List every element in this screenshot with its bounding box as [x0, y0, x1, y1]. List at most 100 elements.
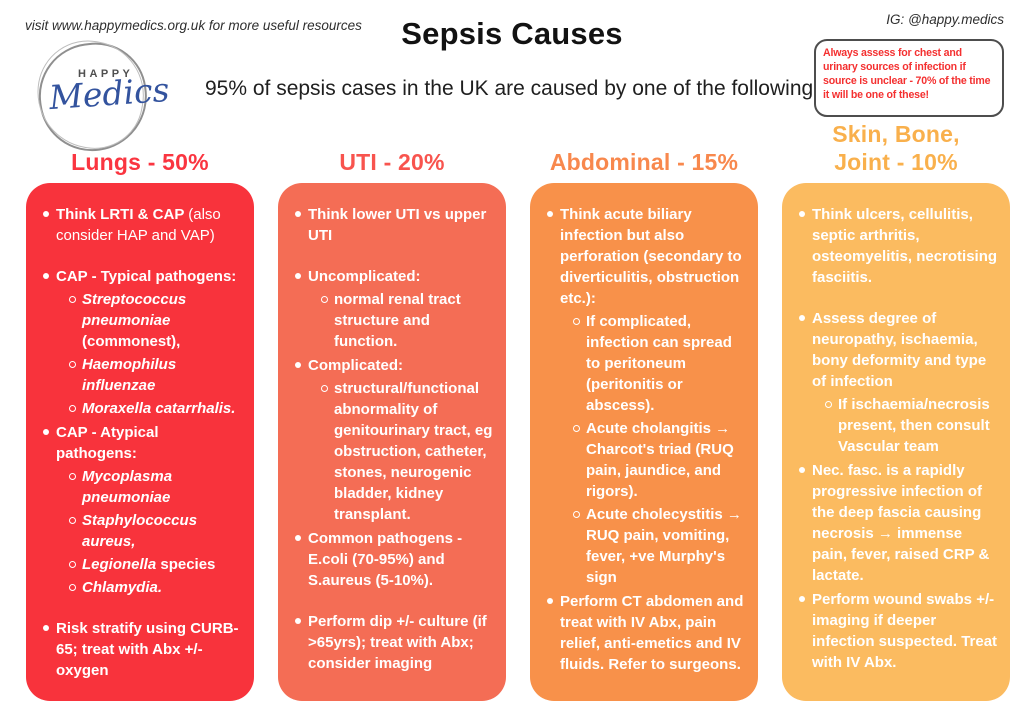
sub-bullet-marker-icon [62, 289, 82, 352]
column-title-line: Abdominal - 15% [549, 148, 739, 175]
bullet-marker-icon [36, 618, 56, 681]
bullet-item: Staphylococcus aureus, [62, 510, 242, 552]
bullet-text: Moraxella catarrhalis. [82, 400, 236, 417]
bullet-marker-icon [36, 204, 56, 246]
sub-bullet-marker-icon [62, 398, 82, 419]
sub-bullet-marker-icon [62, 510, 82, 552]
category-card: Think acute biliary infection but also p… [530, 183, 758, 701]
column-title: Lungs - 50% [26, 110, 254, 176]
sub-bullet-marker-icon [818, 394, 838, 457]
bullet-text: Streptococcus pneumoniae (commonest), [82, 291, 187, 350]
bullet-text: Complicated: [308, 357, 404, 374]
bullet-marker-icon [288, 355, 308, 376]
category-column-2: UTI - 20% Think lower UTI vs upper UTI Unc… [278, 110, 506, 701]
bullet-item: CAP - Typical pathogens: [36, 266, 242, 287]
bullet-item: Mycoplasma pneumoniae [62, 466, 242, 508]
bullet-text: If complicated, infection can spread to … [586, 313, 732, 414]
bullet-item: Complicated: [288, 355, 494, 376]
bullet-text: Think lower UTI vs upper UTI [308, 206, 487, 244]
bullet-text: Perform dip +/- culture (if >65yrs); tre… [308, 613, 487, 672]
bullet-marker-icon [288, 266, 308, 287]
bullet-marker-icon [540, 204, 560, 309]
bullet-item: Think LRTI & CAP (also consider HAP and … [36, 204, 242, 246]
logo-word-happy: HAPPY [78, 68, 134, 80]
bullet-text: Perform CT abdomen and treat with IV Abx… [560, 593, 744, 673]
category-card: Think LRTI & CAP (also consider HAP and … [26, 183, 254, 701]
bullet-text: Think ulcers, cellulitis, septic arthrit… [812, 206, 998, 286]
category-card: Think lower UTI vs upper UTI Uncomplicate… [278, 183, 506, 701]
bullet-text: If ischaemia/necrosis present, then cons… [838, 396, 990, 455]
bullet-item: If complicated, infection can spread to … [566, 311, 746, 416]
bullet-item: Chlamydia. [62, 577, 242, 598]
bullet-item: Uncomplicated: [288, 266, 494, 287]
bullet-item: Haemophilus influenzae [62, 354, 242, 396]
bullet-text: Uncomplicated: [308, 268, 421, 285]
bullet-text: Risk stratify using CURB-65; treat with … [56, 620, 239, 679]
sub-bullet-marker-icon [566, 418, 586, 502]
column-title-line: Joint - 10% [834, 148, 958, 175]
column-title: Skin, Bone, Joint - 10% [782, 110, 1010, 176]
bullet-item: Nec. fasc. is a rapidly progressive infe… [792, 460, 998, 586]
bullet-item: Assess degree of neuropathy, ischaemia, … [792, 308, 998, 392]
sub-bullet-marker-icon [314, 289, 334, 352]
bullet-text: Assess degree of neuropathy, ischaemia, … [812, 310, 987, 390]
bullet-item: Perform CT abdomen and treat with IV Abx… [540, 591, 746, 675]
bullet-text: Mycoplasma pneumoniae [82, 468, 173, 506]
bullet-text: structural/functional abnormality of gen… [334, 380, 493, 523]
bullet-item: Common pathogens - E.coli (70-95%) and S… [288, 528, 494, 591]
bullet-marker-icon [288, 528, 308, 591]
sub-bullet-marker-icon [314, 378, 334, 525]
bullet-marker-icon [36, 266, 56, 287]
bullet-item: Think ulcers, cellulitis, septic arthrit… [792, 204, 998, 288]
bullet-item: Think acute biliary infection but also p… [540, 204, 746, 309]
bullet-text: Haemophilus influenzae [82, 356, 177, 394]
category-column-3: Abdominal - 15% Think acute biliary infec… [530, 110, 758, 701]
happy-medics-logo: HAPPY Medics [28, 32, 171, 158]
bullet-marker-icon [792, 308, 812, 392]
bullet-item: Moraxella catarrhalis. [62, 398, 242, 419]
bullet-item: Streptococcus pneumoniae (commonest), [62, 289, 242, 352]
category-column-1: Lungs - 50% Think LRTI & CAP (also consid… [26, 110, 254, 701]
category-card: Think ulcers, cellulitis, septic arthrit… [782, 183, 1010, 701]
sub-bullet-marker-icon [62, 354, 82, 396]
website-note: visit www.happymedics.org.uk for more us… [25, 18, 362, 33]
bullet-text: Staphylococcus aureus, [82, 512, 198, 550]
alert-box: Always assess for chest and urinary sour… [814, 39, 1004, 117]
sub-bullet-marker-icon [62, 577, 82, 598]
bullet-item: Acute cholecystitis → RUQ pain, vomiting… [566, 504, 746, 588]
sub-bullet-marker-icon [62, 466, 82, 508]
bullet-text: Common pathogens - E.coli (70-95%) and S… [308, 530, 463, 589]
bullet-marker-icon [36, 422, 56, 464]
bullet-marker-icon [792, 204, 812, 288]
page-title: Sepsis Causes [401, 16, 623, 51]
bullet-item: Perform dip +/- culture (if >65yrs); tre… [288, 611, 494, 674]
bullet-item: Think lower UTI vs upper UTI [288, 204, 494, 246]
bullet-marker-icon [288, 204, 308, 246]
alert-text: Always assess for chest and urinary sour… [823, 47, 991, 101]
column-title: UTI - 20% [278, 110, 506, 176]
bullet-text: normal renal tract structure and functio… [334, 291, 461, 350]
column-title: Abdominal - 15% [530, 110, 758, 176]
bullet-text: CAP - Atypical pathogens: [56, 424, 159, 462]
bullet-text: Acute cholangitis → Charcot's triad (RUQ… [586, 420, 734, 500]
bullet-text: Chlamydia. [82, 579, 163, 596]
bullet-item: CAP - Atypical pathogens: [36, 422, 242, 464]
instagram-handle: IG: @happy.medics [886, 12, 1004, 27]
bullet-text: Nec. fasc. is a rapidly progressive infe… [812, 462, 990, 584]
bullet-item: structural/functional abnormality of gen… [314, 378, 494, 525]
bullet-marker-icon [540, 591, 560, 675]
bullet-text: Think LRTI & CAP (also consider HAP and … [56, 206, 221, 244]
bullet-marker-icon [792, 589, 812, 673]
category-column-4: Skin, Bone, Joint - 10% Think ulcers, cell… [782, 110, 1010, 701]
page-subtitle: 95% of sepsis cases in the UK are caused… [204, 77, 820, 100]
bullet-item: normal renal tract structure and functio… [314, 289, 494, 352]
bullet-item: Acute cholangitis → Charcot's triad (RUQ… [566, 418, 746, 502]
bullet-item: Legionella species [62, 554, 242, 575]
column-title-line: Lungs - 50% [71, 148, 209, 175]
bullet-marker-icon [288, 611, 308, 674]
bullet-text: CAP - Typical pathogens: [56, 268, 237, 285]
bullet-marker-icon [792, 460, 812, 586]
bullet-text: Perform wound swabs +/- imaging if deepe… [812, 591, 998, 671]
column-title-line: Skin, Bone, [832, 120, 960, 147]
